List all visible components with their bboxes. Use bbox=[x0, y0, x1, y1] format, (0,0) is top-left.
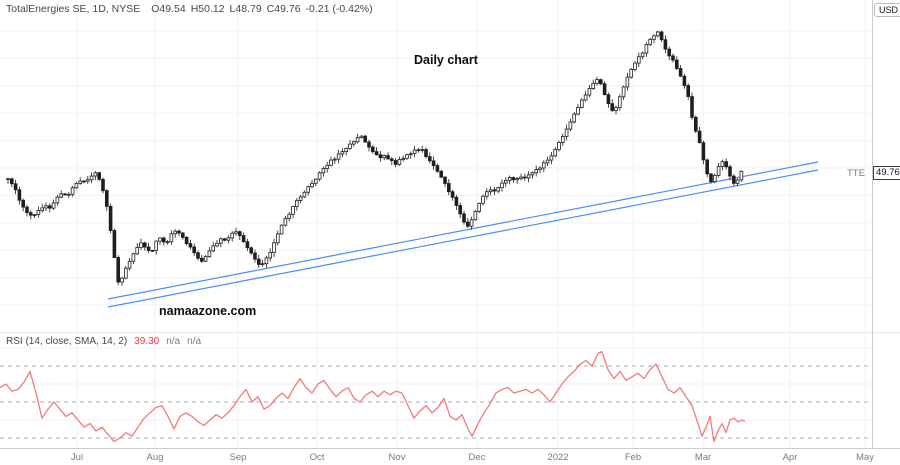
ohlc-open: O49.54 bbox=[151, 3, 186, 15]
trendline-upper[interactable] bbox=[107, 161, 819, 300]
current-price-label: 49.76 bbox=[873, 166, 900, 180]
change-value: -0.21 (-0.42%) bbox=[305, 3, 373, 15]
time-tick-label: Feb bbox=[624, 452, 642, 463]
currency-badge[interactable]: USD bbox=[874, 3, 900, 17]
time-tick-label: Aug bbox=[146, 452, 164, 463]
ohlc-close: C49.76 bbox=[266, 3, 301, 15]
symbol-legend[interactable]: TotalEnergies SE, 1D, NYSE O49.54 H50.12 L4… bbox=[6, 3, 373, 15]
trendline-lower[interactable] bbox=[107, 169, 819, 308]
time-tick-label: Mar bbox=[694, 452, 712, 463]
time-tick-label: May bbox=[856, 452, 874, 463]
symbol-title[interactable]: TotalEnergies SE, 1D, NYSE bbox=[6, 3, 141, 15]
time-tick-label: 2022 bbox=[547, 452, 569, 463]
time-tick-label: Jul bbox=[70, 452, 84, 463]
annotation-daily-chart[interactable]: Daily chart bbox=[414, 53, 478, 67]
rsi-legend[interactable]: RSI (14, close, SMA, 14, 2) 39.30 n/a n/a bbox=[6, 336, 201, 347]
candlestick-series bbox=[6, 30, 744, 287]
rsi-indicator-title[interactable]: RSI (14, close, SMA, 14, 2) bbox=[6, 336, 128, 347]
time-tick-label: Nov bbox=[388, 452, 406, 463]
ohlc-high: H50.12 bbox=[190, 3, 225, 15]
annotation-watermark[interactable]: namaazone.com bbox=[159, 304, 257, 318]
time-tick-label: Apr bbox=[782, 452, 798, 463]
rsi-line bbox=[0, 350, 746, 443]
rsi-value: 39.30 bbox=[134, 336, 160, 347]
time-axis[interactable]: Jul Aug Sep Oct Nov Dec 2022 Feb Mar Apr May bbox=[0, 449, 900, 465]
symbol-tag-label: TTE bbox=[847, 168, 865, 179]
rsi-na-1: n/a bbox=[166, 336, 181, 347]
time-tick-label: Sep bbox=[229, 452, 247, 463]
price-axis[interactable]: 60.0058.0056.0054.0052.0050.0048.0046.00… bbox=[873, 0, 900, 448]
time-tick-label: Dec bbox=[468, 452, 486, 463]
ohlc-low: L48.79 bbox=[229, 3, 262, 15]
rsi-na-2: n/a bbox=[187, 336, 202, 347]
time-tick-label: Oct bbox=[309, 452, 325, 463]
